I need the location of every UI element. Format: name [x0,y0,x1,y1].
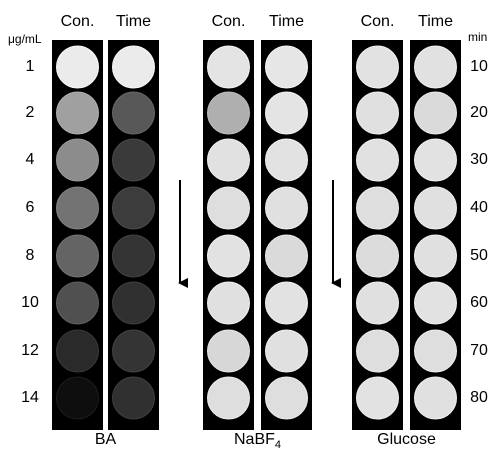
group-label: Glucose [377,431,436,448]
group-label: BA [95,431,117,448]
well [57,235,99,277]
well [266,187,308,229]
well [113,235,155,277]
concentration-label: 1 [26,58,35,75]
well [57,377,99,419]
column-header: Con. [361,13,395,30]
well [113,92,155,134]
time-label: 80 [470,389,488,406]
well [208,377,250,419]
column-header: Time [116,13,151,30]
left-unit: μg/mL [8,32,42,46]
well [357,92,399,134]
well [357,377,399,419]
well [415,92,457,134]
well [208,46,250,88]
group-label: NaBF4 [234,431,281,451]
well [113,187,155,229]
right-unit: min [468,30,487,44]
well [415,330,457,372]
time-label: 10 [470,58,488,75]
well [357,235,399,277]
time-label: 30 [470,151,488,168]
well [57,139,99,181]
well [113,330,155,372]
well [208,330,250,372]
time-label: 20 [470,104,488,121]
well [415,282,457,324]
well [57,92,99,134]
well [415,139,457,181]
well [57,282,99,324]
time-label: 40 [470,199,488,216]
well [208,139,250,181]
column-header: Time [418,13,453,30]
well [266,235,308,277]
well [266,46,308,88]
time-label: 60 [470,294,488,311]
well [415,46,457,88]
concentration-label: 14 [21,389,39,406]
well [208,235,250,277]
group-label-sub: 4 [275,439,281,451]
well [113,377,155,419]
well [415,235,457,277]
well [113,139,155,181]
group-label-main: Glucose [377,431,436,448]
well [415,377,457,419]
well [266,377,308,419]
concentration-label: 10 [21,294,39,311]
group-label-main: BA [95,431,117,448]
column-header: Time [269,13,304,30]
well [57,330,99,372]
time-label: 50 [470,247,488,264]
well [357,139,399,181]
well [208,282,250,324]
time-label: 70 [470,342,488,359]
well [357,46,399,88]
well [208,92,250,134]
concentration-label: 6 [26,199,35,216]
well [357,187,399,229]
concentration-label: 2 [26,104,35,121]
concentration-label: 4 [26,151,35,168]
well [266,92,308,134]
well [113,46,155,88]
well [208,187,250,229]
concentration-label: 8 [26,247,35,264]
well [266,139,308,181]
well [266,282,308,324]
well [357,330,399,372]
well [57,187,99,229]
well [57,46,99,88]
figure: μg/mL min Con.TimeBACon.TimeNaBF4Con.Tim… [0,0,495,451]
well [113,282,155,324]
group-label-main: NaBF [234,431,275,448]
column-header: Con. [61,13,95,30]
column-header: Con. [212,13,246,30]
well [357,282,399,324]
concentration-label: 12 [21,342,39,359]
well [415,187,457,229]
well [266,330,308,372]
